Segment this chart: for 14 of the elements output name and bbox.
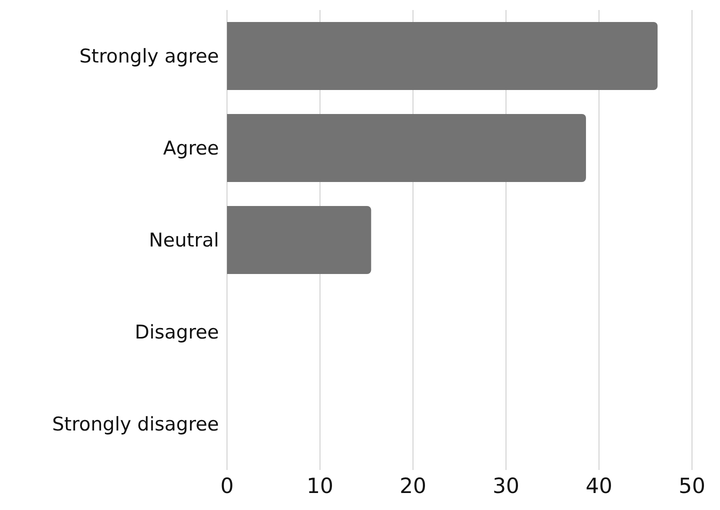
x-tick-label: 30 bbox=[492, 474, 520, 498]
x-tick-label: 0 bbox=[220, 474, 234, 498]
x-tick-label: 50 bbox=[678, 474, 706, 498]
x-tick-label: 10 bbox=[306, 474, 334, 498]
bar bbox=[227, 114, 586, 182]
bar bbox=[227, 206, 372, 274]
y-tick-label: Disagree bbox=[134, 322, 219, 344]
y-tick-label: Neutral bbox=[148, 230, 219, 252]
bar bbox=[227, 22, 658, 90]
y-tick-label: Strongly agree bbox=[79, 46, 219, 68]
y-tick-label: Agree bbox=[163, 138, 219, 160]
x-tick-label: 20 bbox=[400, 474, 426, 498]
y-tick-label: Strongly disagree bbox=[52, 414, 219, 436]
x-tick-label: 40 bbox=[586, 474, 612, 498]
